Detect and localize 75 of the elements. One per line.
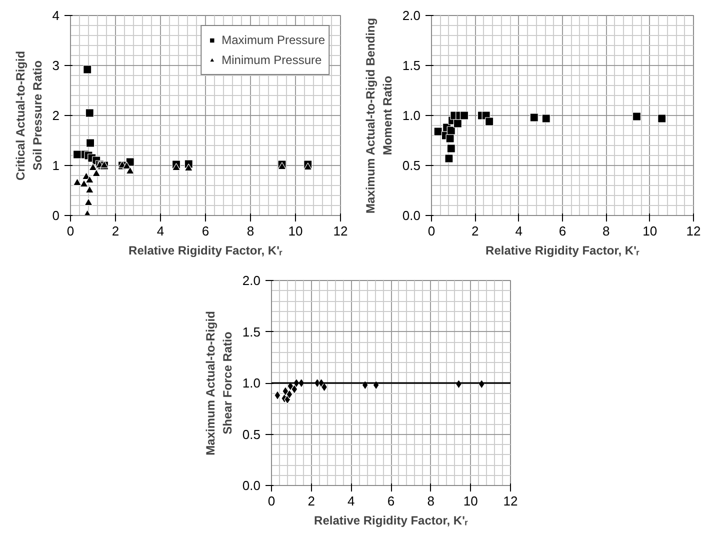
- x-tick-label: 0: [268, 494, 276, 508]
- y-tick-label: 0.0: [402, 208, 421, 223]
- x-tick-label: 6: [387, 494, 395, 508]
- y-axis-title: Critical Actual-to-Rigid Soil Pressure Ratio: [13, 50, 44, 180]
- point: [444, 154, 454, 163]
- y-tick-label: 0.0: [242, 478, 261, 493]
- point: [320, 382, 328, 392]
- point: [453, 119, 462, 128]
- x-tick-label: 6: [558, 224, 566, 238]
- point: [84, 198, 93, 206]
- y-tick-label: 1.0: [402, 108, 421, 123]
- point: [85, 186, 94, 194]
- y-tick-label: 1.0: [242, 376, 261, 390]
- point: [88, 163, 98, 171]
- point: [72, 150, 82, 159]
- point: [446, 134, 454, 143]
- point: [446, 126, 456, 135]
- point: [86, 138, 95, 148]
- point: [85, 176, 94, 184]
- point: [460, 111, 469, 120]
- point: [85, 108, 94, 118]
- y-tick-label: 2: [52, 108, 60, 123]
- point: [434, 127, 442, 136]
- point: [658, 114, 666, 123]
- x-tick-label: 12: [333, 224, 348, 238]
- x-tick-label: 10: [463, 494, 478, 508]
- point: [274, 390, 281, 400]
- legend-label: Minimum Pressure: [222, 53, 322, 67]
- x-axis-title: Relative Rigidity Factor, K'ᵣ: [314, 514, 468, 528]
- x-tick-label: 6: [202, 224, 210, 238]
- point: [184, 164, 193, 172]
- y-tick-label: 0: [52, 208, 60, 223]
- point: [542, 114, 550, 123]
- point: [80, 180, 88, 188]
- y-tick-label: 2.0: [402, 8, 421, 23]
- y-tick-label: 1.5: [242, 324, 261, 340]
- point: [446, 144, 456, 153]
- x-tick-label: 8: [246, 224, 254, 238]
- x-tick-label: 4: [515, 224, 522, 238]
- point: [485, 117, 494, 126]
- x-tick-label: 2: [472, 224, 479, 238]
- x-tick-label: 4: [348, 494, 355, 508]
- point: [83, 65, 92, 74]
- y-axis-title: Maximum Actual-to-Rigid Bending Moment Ratio: [364, 18, 394, 214]
- y-tick-label: 0.5: [242, 426, 261, 442]
- y-axis-title: Maximum Actual-to-Rigid Shear Force Ratio: [204, 311, 234, 456]
- y-tick-label: 0.5: [402, 158, 421, 173]
- x-tick-label: 2: [112, 224, 120, 238]
- point: [72, 178, 82, 186]
- point: [92, 169, 101, 177]
- point: [632, 112, 642, 121]
- point: [282, 386, 289, 396]
- x-axis-title: Relative Rigidity Factor, K'ᵣ: [128, 244, 282, 258]
- x-tick-label: 10: [642, 224, 658, 238]
- point: [172, 163, 181, 171]
- x-tick-label: 8: [602, 224, 610, 238]
- x-tick-label: 8: [427, 494, 434, 508]
- point: [126, 166, 134, 174]
- point: [304, 162, 312, 170]
- y-tick-label: 1: [52, 158, 60, 173]
- y-tick-label: 1.5: [402, 58, 421, 73]
- legend-label: Maximum Pressure: [222, 33, 325, 47]
- point: [530, 113, 538, 122]
- x-tick-label: 4: [156, 224, 164, 238]
- x-tick-label: 2: [308, 494, 315, 508]
- y-tick-label: 4: [52, 8, 60, 23]
- x-tick-label: 10: [288, 224, 303, 238]
- point: [291, 384, 298, 394]
- x-tick-label: 12: [686, 224, 701, 238]
- x-tick-label: 0: [428, 224, 436, 238]
- x-tick-label: 12: [503, 494, 518, 508]
- x-tick-label: 0: [66, 224, 74, 238]
- x-axis-title: Relative Rigidity Factor, K'ᵣ: [486, 244, 640, 258]
- y-tick-label: 3: [52, 58, 60, 73]
- y-tick-label: 2.0: [242, 273, 261, 288]
